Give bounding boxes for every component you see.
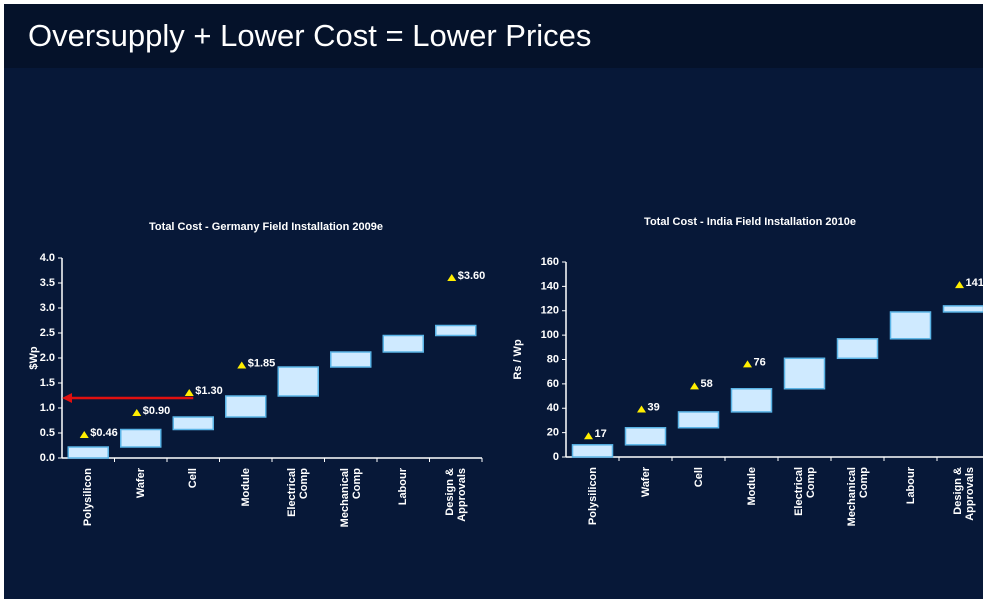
- bar: [836, 338, 879, 360]
- price-label: $3.60: [458, 270, 486, 282]
- y-axis-label: $Wp: [28, 346, 40, 370]
- charts: Total Cost - Germany Field Installation …: [28, 216, 984, 464]
- price-marker: [132, 409, 142, 416]
- price-marker: [237, 361, 247, 369]
- price-marker: [79, 431, 89, 438]
- y-tick-label: 0: [553, 451, 559, 463]
- y-tick-label: 1.5: [40, 377, 55, 389]
- slide-title: Oversupply + Lower Cost = Lower Prices: [28, 18, 592, 53]
- price-label: $1.30: [195, 385, 223, 397]
- bar: [172, 416, 214, 431]
- y-axis-label: Rs / Wp: [512, 339, 524, 380]
- slide: Oversupply + Lower Cost = Lower Prices T…: [4, 4, 983, 599]
- bar: [677, 411, 720, 429]
- y-tick-label: 0.0: [40, 452, 55, 464]
- bar: [120, 428, 162, 448]
- x-tick-label: Design & Approvals: [443, 468, 468, 522]
- price-label: $0.90: [143, 405, 171, 417]
- reference-arrowhead: [62, 393, 72, 403]
- bar: [624, 427, 667, 446]
- bar: [783, 357, 826, 390]
- price-label: 39: [648, 401, 660, 413]
- bar: [571, 444, 614, 458]
- x-tick-label: Polysilicon: [586, 467, 599, 526]
- price-marker: [637, 405, 646, 413]
- price-label: 58: [701, 378, 713, 390]
- x-tick-label: Wafer: [639, 467, 652, 498]
- y-tick-label: 160: [541, 256, 559, 268]
- y-tick-label: 100: [541, 329, 559, 341]
- x-tick-label: Module: [745, 467, 758, 506]
- y-tick-label: 20: [547, 427, 559, 439]
- price-marker: [584, 432, 593, 440]
- bar: [730, 388, 773, 413]
- bar: [225, 395, 267, 418]
- title-bar: [4, 4, 983, 68]
- price-label: $0.46: [90, 427, 118, 439]
- bar: [67, 446, 109, 459]
- x-tick-label: Cell: [187, 468, 200, 489]
- price-marker: [447, 274, 457, 281]
- y-tick-label: 140: [541, 280, 559, 292]
- price-marker: [184, 389, 194, 396]
- y-tick-label: 3.5: [40, 277, 55, 289]
- y-tick-label: 80: [547, 353, 559, 365]
- x-tick-label: Cell: [692, 467, 705, 488]
- x-tick-label: Electrical Comp: [792, 467, 817, 516]
- bar: [435, 324, 477, 337]
- price-marker: [690, 382, 699, 390]
- y-tick-label: 1.0: [40, 402, 55, 414]
- bar: [382, 334, 424, 353]
- x-tick-label: Labour: [397, 468, 410, 506]
- x-tick-label: Module: [239, 468, 252, 507]
- x-tick-label: Labour: [904, 467, 917, 505]
- x-tick-label: Polysilicon: [82, 468, 95, 527]
- bar: [889, 311, 932, 340]
- price-label: 17: [595, 428, 607, 440]
- y-tick-label: 60: [547, 378, 559, 390]
- price-marker: [743, 360, 752, 368]
- y-tick-label: 2.5: [40, 327, 55, 339]
- x-tick-label: Mechanical Comp: [845, 467, 870, 527]
- price-label: 76: [754, 356, 766, 368]
- y-tick-label: 2.0: [40, 352, 55, 364]
- chart-title: Total Cost - India Field Installation 20…: [644, 216, 856, 228]
- price-marker: [955, 281, 964, 289]
- y-tick-label: 40: [547, 402, 559, 414]
- x-tick-label: Design & Approvals: [951, 467, 976, 521]
- x-tick-label: Mechanical Comp: [338, 468, 363, 528]
- price-label: 141: [966, 277, 984, 289]
- bar: [330, 351, 372, 368]
- bar: [277, 366, 319, 397]
- y-tick-label: 3.0: [40, 302, 55, 314]
- chart-title: Total Cost - Germany Field Installation …: [149, 221, 383, 233]
- x-tick-label: Wafer: [134, 468, 147, 499]
- price-label: $1.85: [248, 357, 276, 369]
- x-tick-label: Electrical Comp: [286, 468, 311, 517]
- y-tick-label: 4.0: [40, 252, 55, 264]
- bar: [942, 305, 983, 313]
- y-tick-label: 0.5: [40, 427, 55, 439]
- y-tick-label: 120: [541, 305, 559, 317]
